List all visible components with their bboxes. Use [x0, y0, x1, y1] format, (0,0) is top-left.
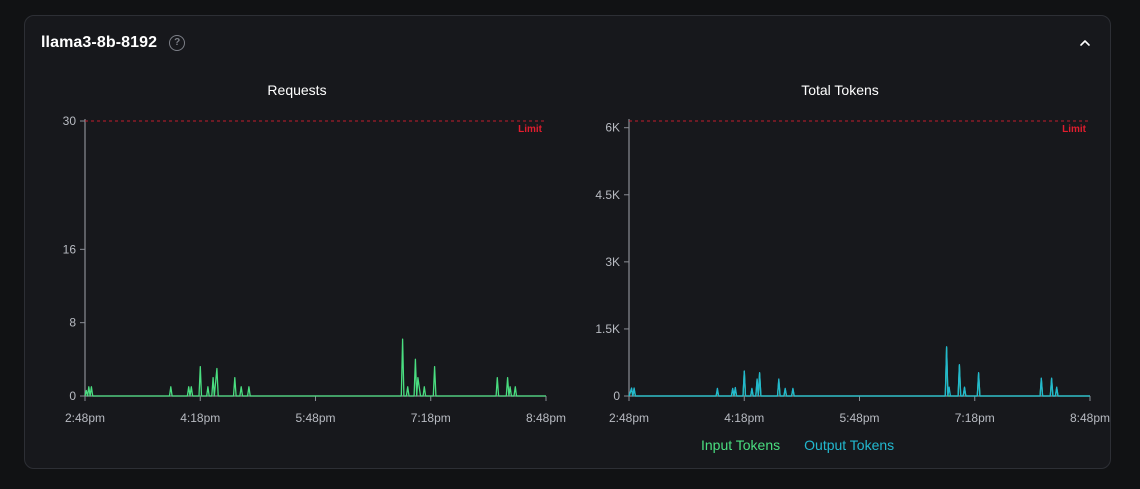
requests-chart-title: Requests [267, 82, 327, 98]
tokens-x-tick-label: 5:48pm [839, 411, 879, 425]
legend-input-tokens[interactable]: Input Tokens [701, 437, 781, 453]
requests-series-line-input [84, 338, 546, 397]
requests-x-tick-label: 2:48pm [65, 411, 105, 425]
tokens-y-tick-label: 3K [605, 255, 620, 269]
tokens-y-tick-label: 0 [613, 389, 620, 403]
tokens-y-tick-label: 4.5K [595, 188, 620, 202]
requests-x-tick-label: 5:48pm [295, 411, 335, 425]
requests-y-tick-label: 16 [63, 242, 77, 256]
tokens-y-tick-label: 1.5K [595, 322, 620, 336]
requests-limit-label: Limit [518, 124, 543, 135]
panel-header: llama3-8b-8192 ? [41, 34, 186, 52]
model-title: llama3-8b-8192 [41, 34, 158, 51]
tokens-limit-label: Limit [1062, 124, 1087, 135]
tokens-legend: Input Tokens Output Tokens [701, 437, 894, 453]
help-icon[interactable]: ? [169, 35, 186, 51]
requests-x-tick-label: 8:48pm [526, 411, 566, 425]
tokens-x-tick-label: 4:18pm [724, 411, 764, 425]
tokens-chart-title: Total Tokens [801, 82, 879, 98]
chevron-up-icon [1080, 40, 1090, 46]
tokens-x-tick-label: 2:48pm [609, 411, 649, 425]
tokens-y-tick-label: 6K [605, 121, 620, 135]
requests-y-tick-label: 0 [69, 389, 76, 403]
requests-x-tick-label: 4:18pm [180, 411, 220, 425]
requests-y-tick-label: 30 [63, 114, 77, 128]
tokens-series-line-output [628, 346, 1090, 397]
requests-x-tick-label: 7:18pm [411, 411, 451, 425]
tokens-series-line-input [628, 347, 1090, 397]
tokens-x-tick-label: 8:48pm [1070, 411, 1110, 425]
model-usage-panel: llama3-8b-8192 ? [24, 15, 1111, 469]
legend-output-tokens[interactable]: Output Tokens [804, 437, 895, 453]
collapse-button[interactable] [1076, 34, 1094, 52]
tokens-x-tick-label: 7:18pm [955, 411, 995, 425]
requests-y-tick-label: 8 [69, 316, 76, 330]
